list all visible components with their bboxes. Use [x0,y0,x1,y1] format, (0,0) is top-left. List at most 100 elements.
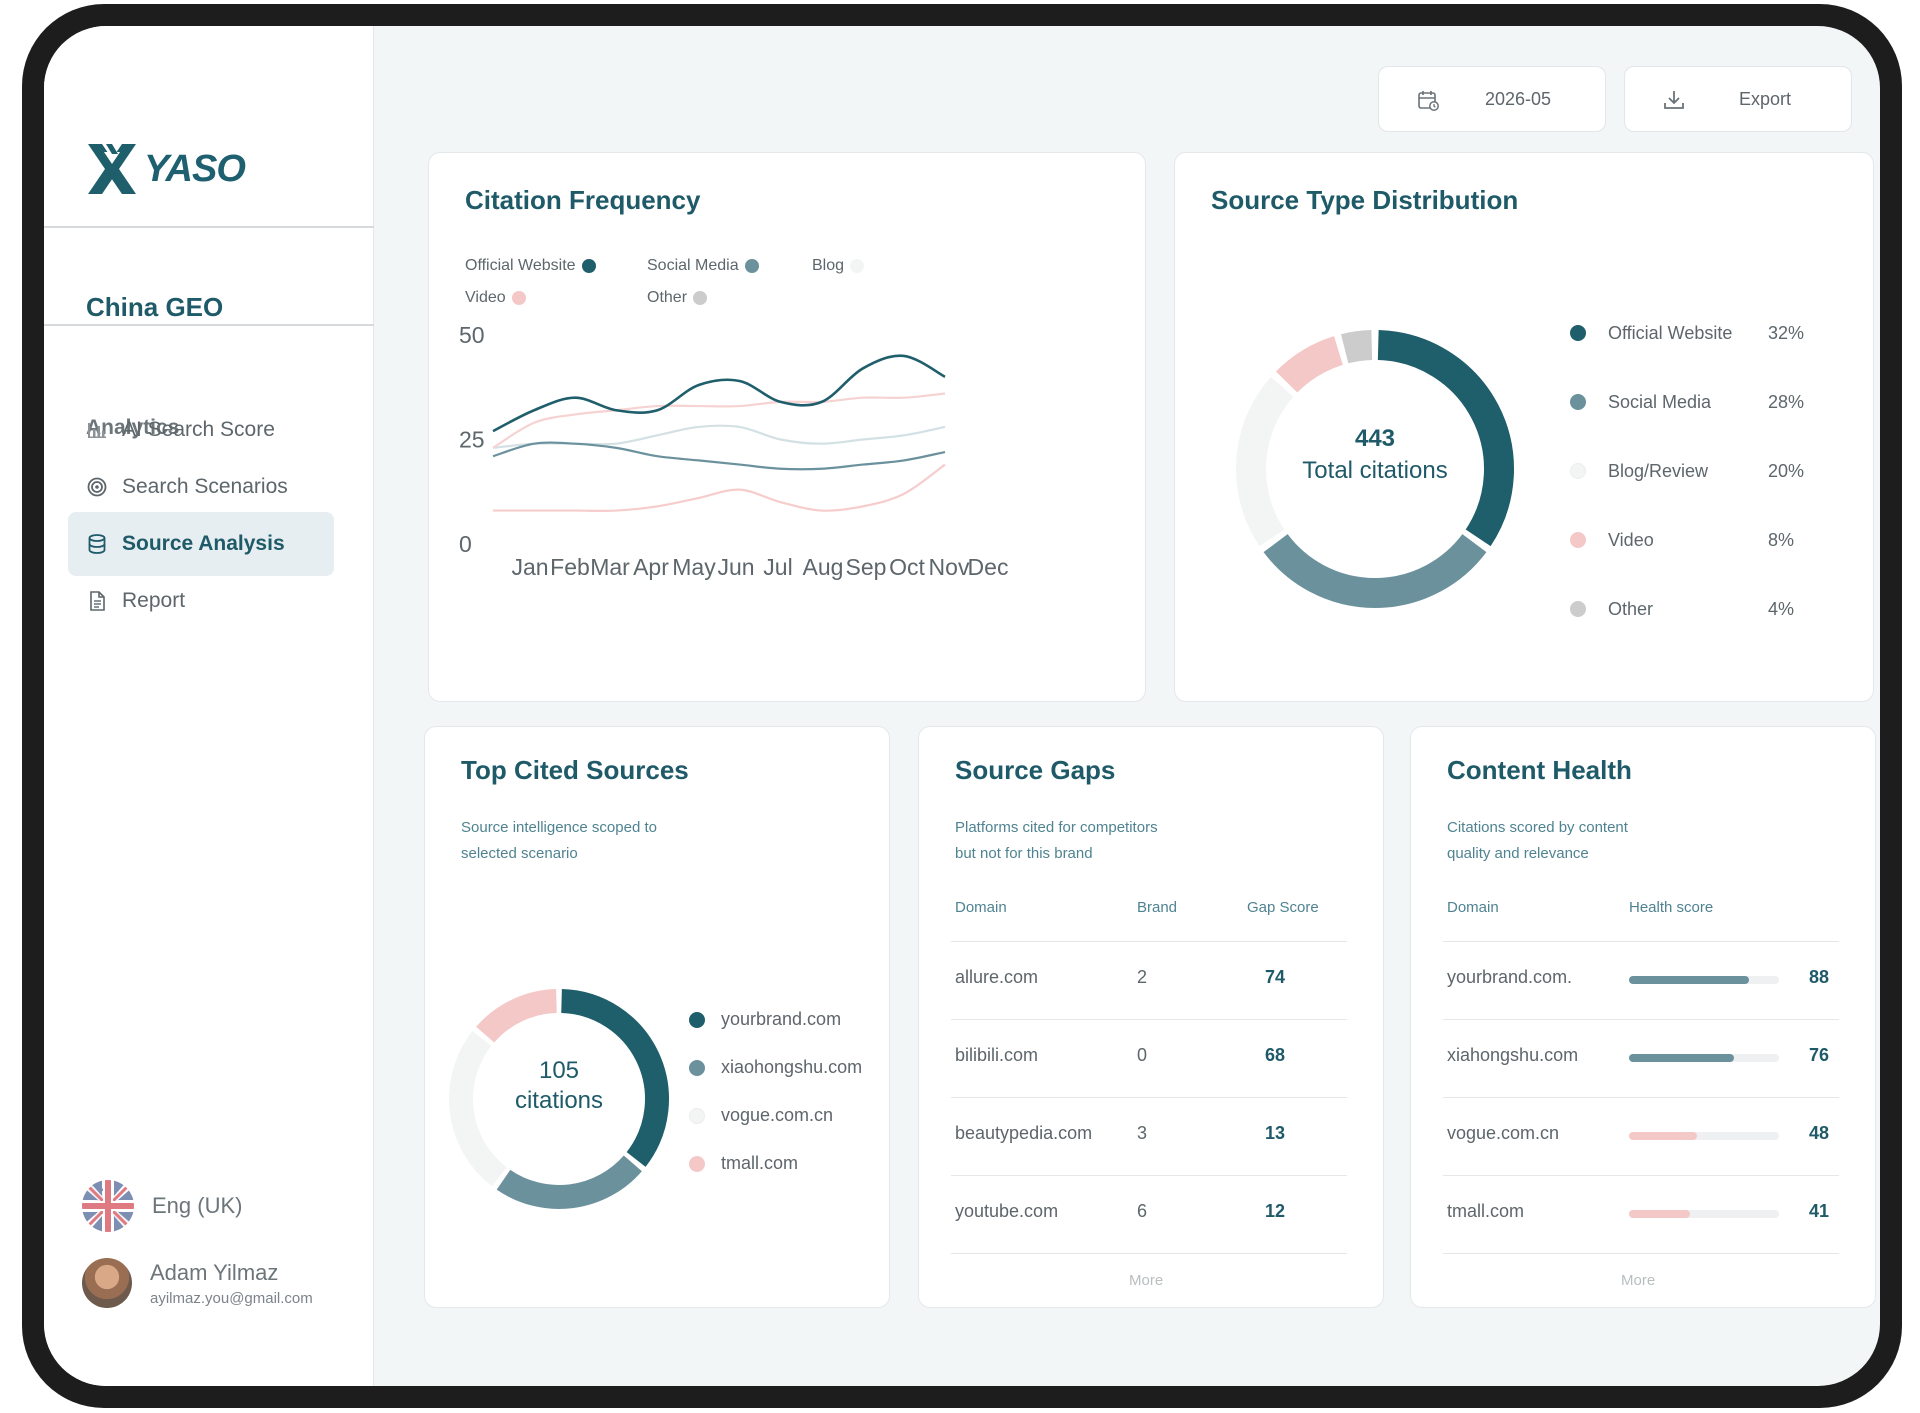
legend-item-vogue-com-cn[interactable]: vogue.com.cn [689,1105,833,1126]
donut-slice-yourbrand-com[interactable] [560,989,669,1167]
series-line-social-media[interactable] [492,441,946,471]
legend-item-other[interactable]: Other [647,289,708,307]
legend-item-other[interactable]: Other 4% [1570,597,1830,621]
subtitle-line: Citations scored by content [1447,819,1628,836]
sidebar-item-label: Source Analysis [122,532,285,555]
legend-dot [693,291,708,305]
series-line-blog[interactable] [492,424,946,449]
sidebar-item-label: AI Search Score [122,418,275,441]
column-header-gap-score[interactable]: Gap Score [1247,899,1319,916]
more-link[interactable]: More [1129,1272,1164,1289]
donut-slice-official-website[interactable] [1377,330,1514,547]
x-tick-label: Aug [803,554,844,580]
row-divider [1443,1097,1839,1098]
health-bar-track [1629,1132,1779,1140]
card-subtitle: Source intelligence scoped to selected s… [461,815,657,867]
workspace-title[interactable]: China GEO [86,292,224,322]
table-row[interactable]: beautypedia.com 3 13 [919,1123,1385,1151]
legend-item-yourbrand-com[interactable]: yourbrand.com [689,1009,841,1030]
target-icon [86,476,108,498]
brand-count-cell: 3 [1137,1123,1148,1143]
donut-slice-tmall-com[interactable] [476,989,558,1043]
sidebar-item-report[interactable]: Report [68,569,334,633]
bar-chart-icon [86,419,108,441]
legend-dot [1570,601,1586,617]
user-name: Adam Yilmaz [150,1259,279,1285]
document-icon [86,590,108,612]
domain-cell: xiahongshu.com [1447,1045,1579,1065]
sidebar-item-ai-search-score[interactable]: AI Search Score [68,398,334,462]
donut-slice-blog-review[interactable] [1236,376,1294,547]
health-bar-fill [1629,1210,1690,1218]
legend-item-blog-review[interactable]: Blog/Review 20% [1570,459,1830,483]
legend-dot [689,1059,705,1076]
legend-dot [581,259,596,273]
source-gaps-card: Source Gaps Platforms cited for competit… [918,726,1384,1308]
legend-item-social-media[interactable]: Social Media 28% [1570,390,1830,414]
legend-item-blog[interactable]: Blog [812,257,865,275]
legend-item-social-media[interactable]: Social Media [647,257,759,275]
series-line-official-website[interactable] [492,354,946,433]
line-chart: 0 25 50 Jan Feb Mar Apr May Jun Jul Aug Sep Oct NovDe… [459,322,1008,580]
table-row[interactable]: vogue.com.cn 48 [1411,1123,1877,1151]
column-header-domain[interactable]: Domain [1447,899,1499,916]
language-selector[interactable]: Eng (UK) [82,1180,242,1232]
legend-percentage: 4% [1768,598,1795,619]
subtitle-line: selected scenario [461,845,578,862]
export-button[interactable]: Export [1624,66,1852,132]
legend-item-video[interactable]: Video [465,289,526,307]
date-picker-button[interactable]: 2026-05 [1378,66,1606,132]
source-type-donut [1236,330,1514,608]
legend-label: Social Media [1608,391,1712,412]
table-row[interactable]: yourbrand.com. 88 [1411,967,1877,995]
health-bar-fill [1629,976,1749,984]
more-link[interactable]: More [1621,1272,1656,1289]
row-divider [1443,1019,1839,1020]
series-line-other[interactable] [493,463,946,512]
sidebar-item-label: Report [122,589,186,612]
y-tick-label: 0 [459,531,472,557]
nav-section-label: Analytics [86,416,180,439]
legend-item-official-website[interactable]: Official Website 32% [1570,321,1830,345]
donut-slice-video[interactable] [1275,336,1344,393]
row-divider [951,1253,1347,1254]
card-title: Source Gaps [955,755,1116,785]
health-score-cell: 76 [1809,1045,1830,1065]
database-icon [86,533,108,555]
table-row[interactable]: xiahongshu.com 76 [1411,1045,1877,1073]
uk-flag-icon [82,1180,134,1232]
total-citations-label: Total citations [1302,457,1448,484]
sidebar-item-source-analysis[interactable]: Source Analysis [68,512,334,576]
sidebar: YASO China GEO Analytics AI Search Score… [44,26,374,1386]
legend-item-official-website[interactable]: Official Website [465,257,596,275]
donut-slice-xiaohongshu-com[interactable] [496,1155,642,1209]
row-divider [1443,1253,1839,1254]
legend-dot [1570,394,1586,410]
app-logo[interactable]: YASO [86,142,246,196]
x-tick-label: Nov [929,554,970,580]
series-line-video[interactable] [492,392,946,449]
sidebar-divider [44,324,374,326]
table-row[interactable]: tmall.com 41 [1411,1201,1877,1229]
card-title: Top Cited Sources [461,755,689,785]
legend-item-video[interactable]: Video 8% [1570,528,1830,552]
table-row[interactable]: youtube.com 6 12 [919,1201,1385,1229]
user-profile[interactable]: Adam Yilmaz ayilmaz.you@gmail.com [82,1258,313,1308]
sidebar-item-search-scenarios[interactable]: Search Scenarios [68,455,334,519]
row-divider [951,941,1347,942]
column-header-domain[interactable]: Domain [955,899,1007,916]
legend-label: Blog [812,257,845,274]
legend-item-tmall-com[interactable]: tmall.com [689,1153,798,1174]
donut-slice-other[interactable] [1341,330,1373,364]
row-divider [951,1175,1347,1176]
column-header-brand[interactable]: Brand [1137,899,1178,916]
legend-item-xiaohongshu-com[interactable]: xiaohongshu.com [689,1057,862,1078]
column-header-health-score[interactable]: Health score [1629,899,1714,916]
x-tick-label: Oct [889,554,925,580]
donut-slice-social-media[interactable] [1263,533,1487,608]
y-tick-label: 50 [459,322,485,348]
table-row[interactable]: allure.com 2 74 [919,967,1385,995]
table-row[interactable]: bilibili.com 0 68 [919,1045,1385,1073]
logo-text: YASO [144,147,246,190]
donut-slice-vogue-com-cn[interactable] [449,1031,507,1187]
